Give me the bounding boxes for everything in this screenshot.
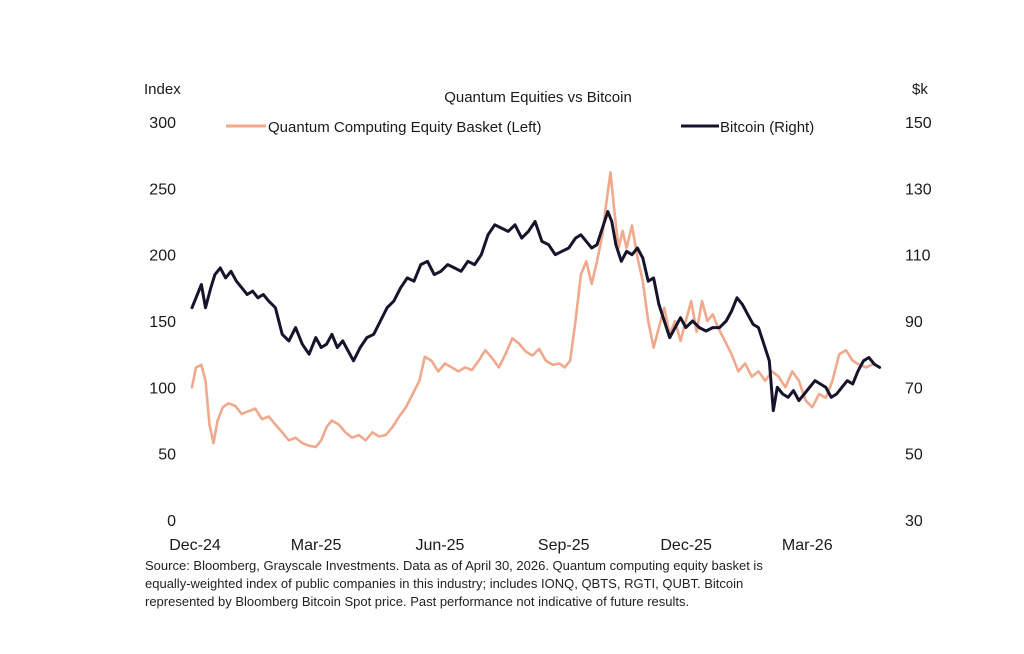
x-axis-tick-label: Jun-25 — [415, 537, 464, 554]
legend-label-bitcoin: Bitcoin (Right) — [720, 119, 814, 136]
plot-area — [190, 171, 882, 449]
right-axis-label: $k — [912, 81, 928, 98]
source-line: Source: Bloomberg, Grayscale Investments… — [145, 558, 763, 573]
left-axis-tick-label: 100 — [149, 380, 176, 397]
left-axis-tick-label: 0 — [167, 513, 176, 530]
right-axis-tick-label: 70 — [905, 380, 923, 397]
legend-label-quantum: Quantum Computing Equity Basket (Left) — [268, 119, 541, 136]
x-axis-tick-label: Dec-24 — [169, 537, 221, 554]
chart-title: Quantum Equities vs Bitcoin — [444, 89, 632, 106]
source-line: represented by Bloomberg Bitcoin Spot pr… — [145, 594, 690, 609]
source-line: equally-weighted index of public compani… — [145, 576, 744, 591]
right-axis-tick-label: 110 — [905, 248, 931, 265]
x-axis-tick-label: Mar-25 — [291, 537, 342, 554]
left-axis-ticks: 0 50 100 150 200 250 300 — [149, 115, 176, 530]
source-note: Source: Bloomberg, Grayscale Investments… — [145, 557, 905, 611]
right-axis-tick-label: 30 — [905, 513, 923, 530]
right-axis-tick-label: 50 — [905, 447, 923, 464]
series-line-quantum — [190, 171, 876, 449]
x-axis-tick-label: Sep-25 — [538, 537, 590, 554]
x-axis-tick-label: Mar-26 — [782, 537, 833, 554]
x-axis-tick-label: Dec-25 — [660, 537, 712, 554]
right-axis-tick-label: 90 — [905, 314, 923, 331]
left-axis-tick-label: 300 — [149, 115, 176, 132]
right-axis-tick-label: 150 — [905, 115, 932, 132]
right-axis-tick-label: 130 — [905, 181, 932, 198]
left-axis-tick-label: 250 — [149, 181, 176, 198]
series-line-bitcoin — [190, 210, 882, 413]
x-axis-ticks: Dec-24 Mar-25 Jun-25 Sep-25 Dec-25 Mar-26 — [169, 537, 832, 554]
left-axis-tick-label: 200 — [149, 248, 176, 265]
legend: Quantum Computing Equity Basket (Left) B… — [226, 119, 814, 136]
left-axis-tick-label: 150 — [149, 314, 176, 331]
right-axis-ticks: 30 50 70 90 110 130 150 — [905, 115, 932, 530]
left-axis-tick-label: 50 — [158, 447, 176, 464]
left-axis-label: Index — [144, 81, 181, 98]
